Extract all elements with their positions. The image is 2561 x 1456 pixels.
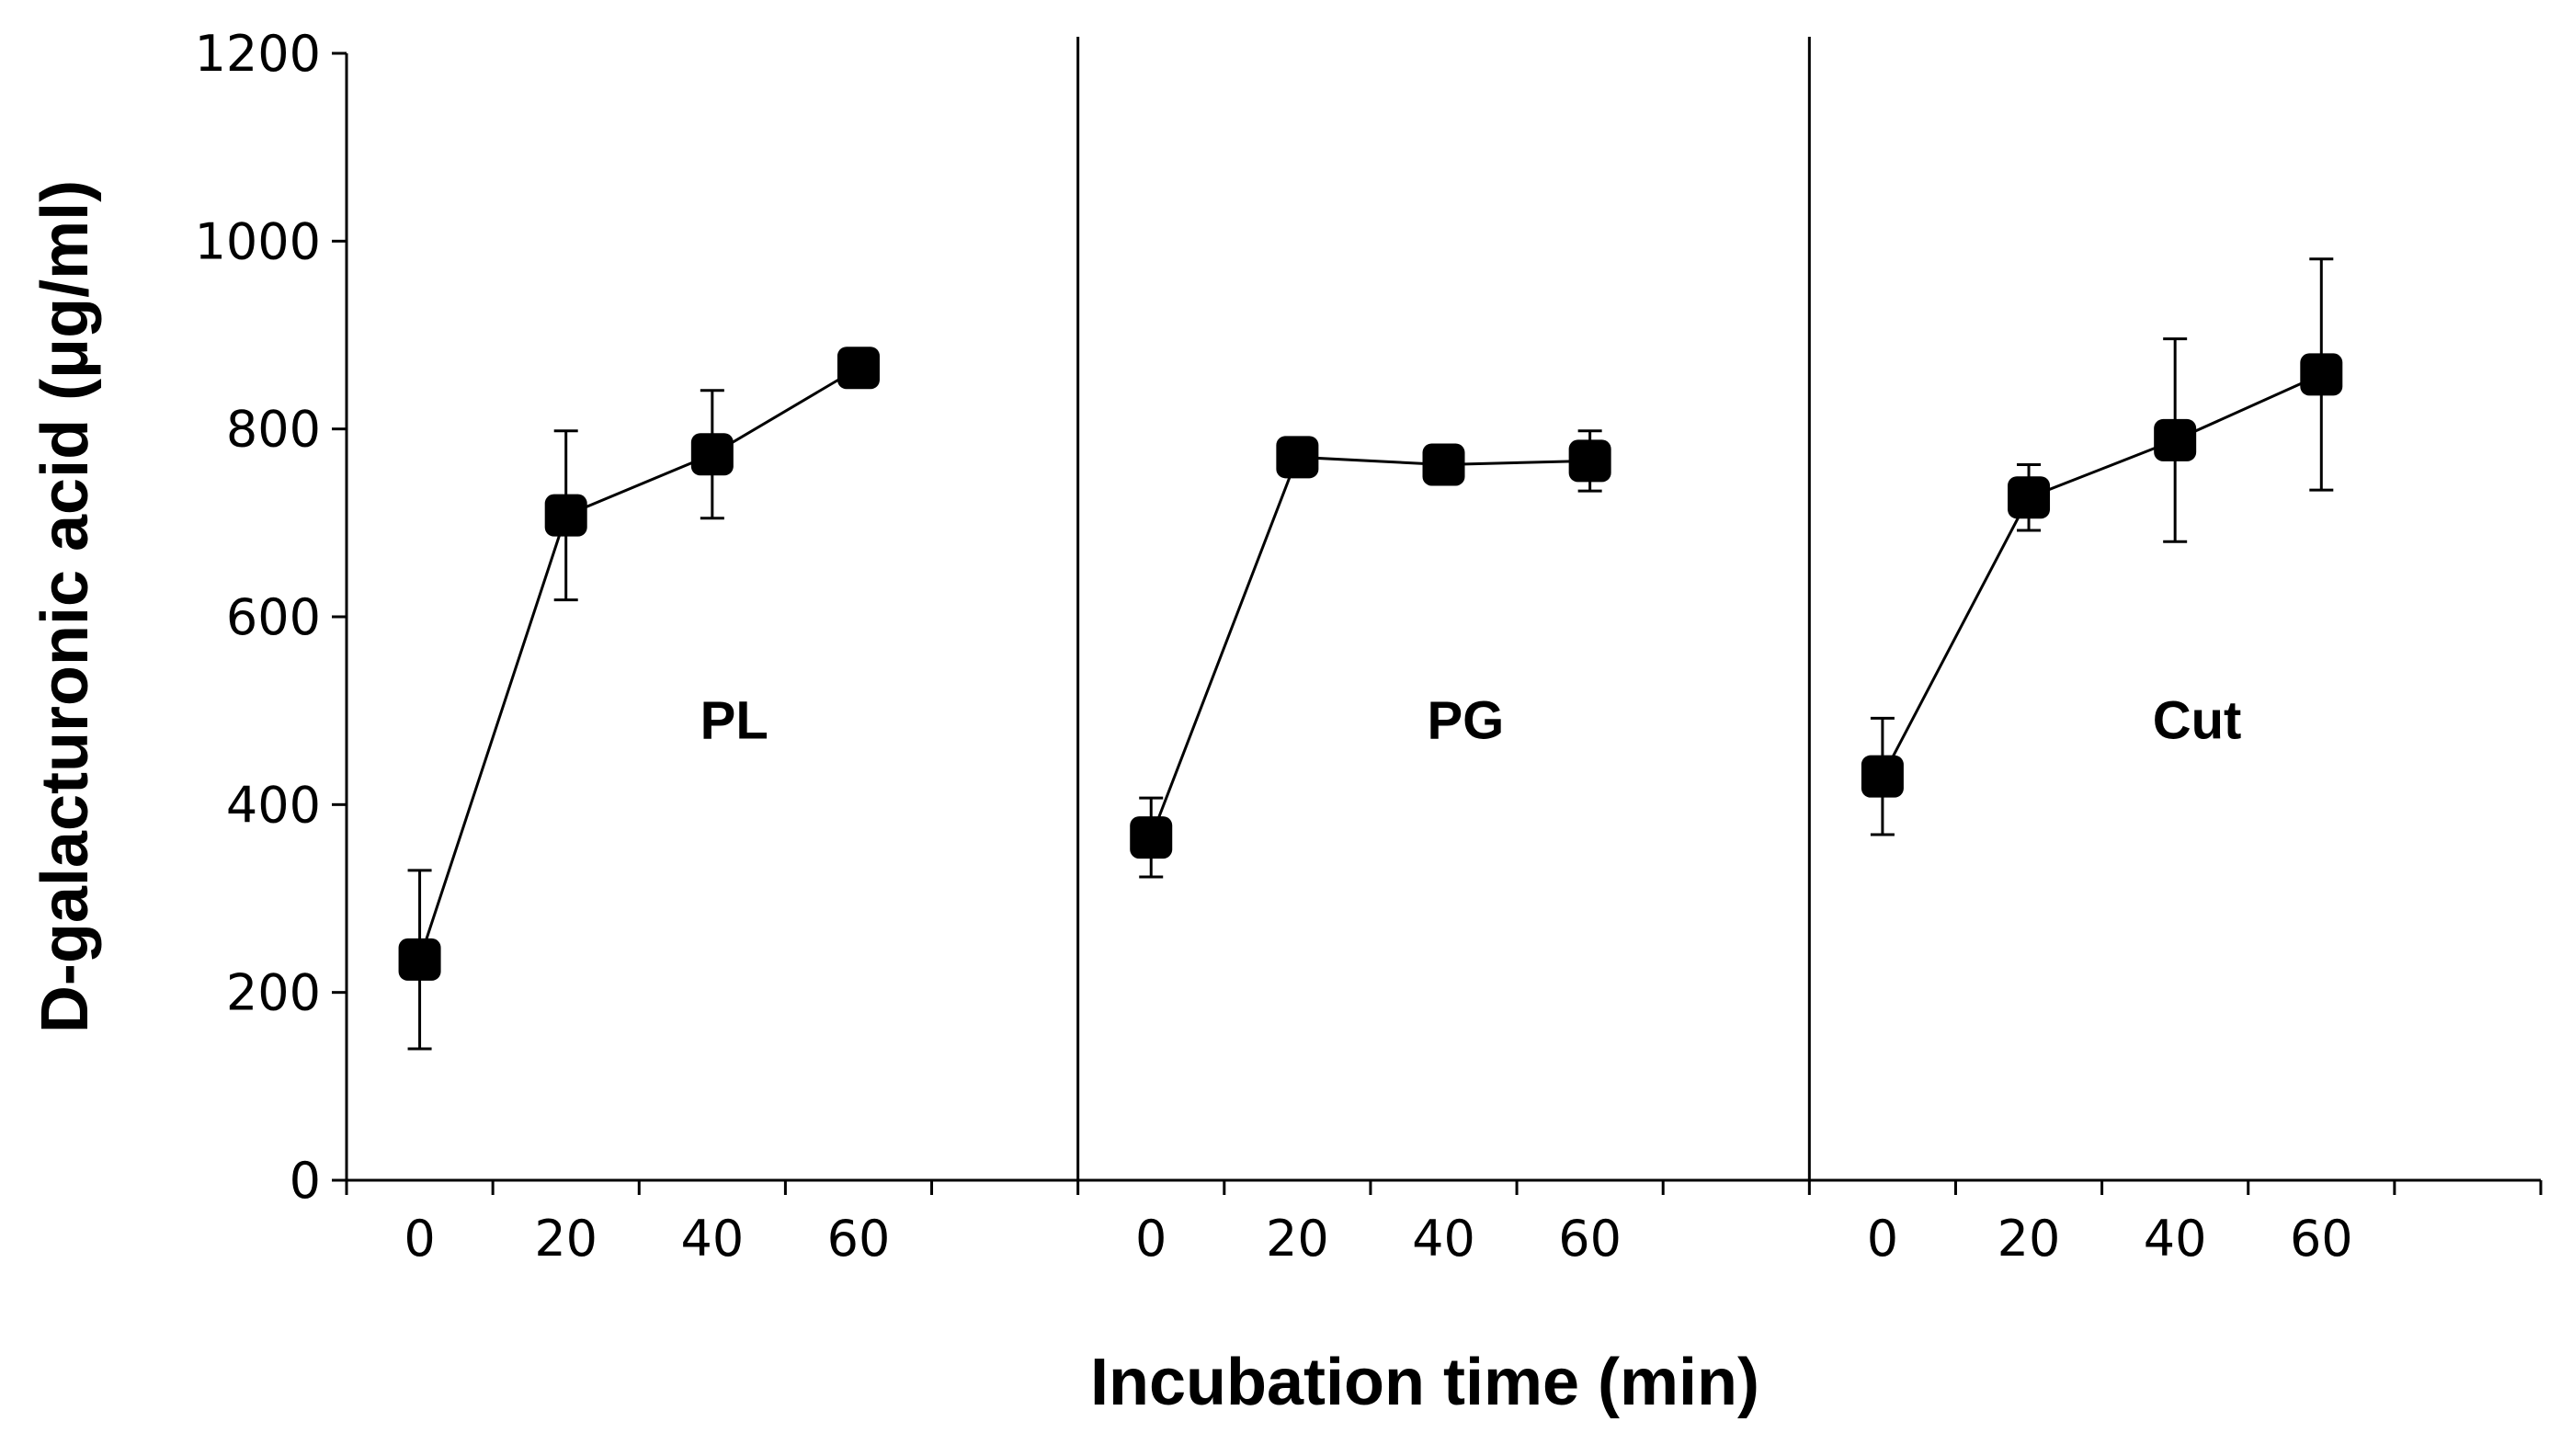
y-tick-label: 400 <box>226 776 321 834</box>
y-tick-label: 1200 <box>195 25 321 83</box>
x-tick-label: 40 <box>2144 1210 2207 1268</box>
data-point-cut <box>1861 755 1904 798</box>
x-tick-label: 0 <box>404 1210 435 1268</box>
y-axis-title: D-galacturonic acid (μg/ml) <box>28 180 102 1033</box>
panel-label-pl: PL <box>700 690 768 750</box>
data-point-pg <box>1130 816 1173 859</box>
y-tick-label: 600 <box>226 588 321 646</box>
x-tick-label: 60 <box>827 1210 891 1268</box>
x-tick-label: 0 <box>1135 1210 1167 1268</box>
data-point-pl <box>837 347 880 390</box>
x-tick-label: 0 <box>1867 1210 1898 1268</box>
data-point-pg <box>1276 436 1319 479</box>
data-point-pg <box>1422 443 1465 486</box>
x-axis-title: Incubation time (min) <box>1090 1346 1759 1419</box>
data-point-pl <box>398 938 441 981</box>
series-line-pl <box>418 366 859 961</box>
data-point-cut <box>2008 476 2051 519</box>
panel-label-cut: Cut <box>2153 690 2242 750</box>
x-tick-label: 20 <box>534 1210 598 1268</box>
x-tick-label: 20 <box>1998 1210 2061 1268</box>
y-tick-label: 1000 <box>195 212 321 270</box>
y-tick-label: 200 <box>226 964 321 1022</box>
series-line-cut <box>1881 373 2322 778</box>
y-tick-label: 0 <box>290 1152 321 1210</box>
data-point-cut <box>2154 418 2197 461</box>
x-tick-label: 40 <box>1412 1210 1475 1268</box>
data-point-pl <box>544 494 587 537</box>
y-tick-label: 800 <box>226 401 321 459</box>
x-tick-label: 20 <box>1266 1210 1329 1268</box>
x-tick-label: 60 <box>2290 1210 2353 1268</box>
data-point-pg <box>1568 439 1611 483</box>
x-tick-label: 60 <box>1558 1210 1622 1268</box>
x-tick-label: 40 <box>680 1210 744 1268</box>
data-point-pl <box>690 433 734 476</box>
series-line-pg <box>1149 455 1590 838</box>
panel-label-pg: PG <box>1427 690 1504 750</box>
data-point-cut <box>2300 353 2343 396</box>
